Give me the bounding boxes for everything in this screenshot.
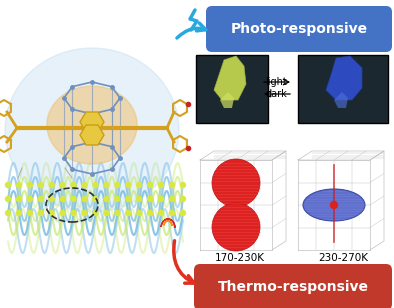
- Circle shape: [6, 210, 11, 216]
- Circle shape: [137, 183, 142, 188]
- Circle shape: [27, 183, 32, 188]
- Circle shape: [169, 210, 175, 216]
- Circle shape: [17, 197, 21, 201]
- Circle shape: [93, 210, 98, 216]
- FancyBboxPatch shape: [194, 264, 392, 308]
- Circle shape: [169, 197, 175, 201]
- Circle shape: [148, 183, 153, 188]
- Circle shape: [115, 197, 120, 201]
- Circle shape: [82, 197, 87, 201]
- Text: Thermo-responsive: Thermo-responsive: [217, 280, 368, 294]
- Polygon shape: [334, 92, 348, 108]
- Circle shape: [180, 210, 186, 216]
- Circle shape: [159, 210, 164, 216]
- Ellipse shape: [212, 203, 260, 251]
- Circle shape: [82, 210, 87, 216]
- Circle shape: [6, 183, 11, 188]
- Circle shape: [49, 210, 54, 216]
- Text: Photo-responsive: Photo-responsive: [230, 22, 368, 36]
- Circle shape: [49, 183, 54, 188]
- Circle shape: [148, 210, 153, 216]
- Circle shape: [126, 210, 131, 216]
- Circle shape: [60, 183, 65, 188]
- Circle shape: [49, 197, 54, 201]
- Circle shape: [93, 197, 98, 201]
- Polygon shape: [214, 56, 246, 100]
- Circle shape: [180, 183, 186, 188]
- Polygon shape: [80, 125, 104, 145]
- Ellipse shape: [303, 189, 365, 221]
- Circle shape: [115, 183, 120, 188]
- Circle shape: [71, 197, 76, 201]
- Circle shape: [169, 183, 175, 188]
- Circle shape: [331, 201, 338, 209]
- FancyBboxPatch shape: [196, 55, 268, 123]
- Ellipse shape: [5, 48, 179, 212]
- FancyBboxPatch shape: [206, 6, 392, 52]
- Text: dark: dark: [265, 89, 287, 99]
- Polygon shape: [161, 219, 175, 228]
- Polygon shape: [326, 56, 362, 100]
- Circle shape: [60, 210, 65, 216]
- Text: 170-230K: 170-230K: [215, 253, 265, 263]
- Ellipse shape: [212, 159, 260, 207]
- Text: 230-270K: 230-270K: [318, 253, 368, 263]
- Circle shape: [60, 197, 65, 201]
- Text: light: light: [265, 77, 287, 87]
- Circle shape: [115, 210, 120, 216]
- Circle shape: [6, 197, 11, 201]
- Circle shape: [104, 210, 109, 216]
- Circle shape: [126, 183, 131, 188]
- FancyBboxPatch shape: [298, 55, 388, 123]
- Polygon shape: [80, 112, 104, 132]
- Circle shape: [104, 197, 109, 201]
- Circle shape: [104, 183, 109, 188]
- Circle shape: [38, 197, 43, 201]
- Polygon shape: [220, 92, 234, 108]
- Circle shape: [17, 183, 21, 188]
- Circle shape: [71, 210, 76, 216]
- Circle shape: [159, 183, 164, 188]
- Circle shape: [93, 183, 98, 188]
- Circle shape: [27, 210, 32, 216]
- Circle shape: [71, 183, 76, 188]
- Circle shape: [38, 183, 43, 188]
- Circle shape: [126, 197, 131, 201]
- Circle shape: [137, 210, 142, 216]
- Circle shape: [148, 197, 153, 201]
- Circle shape: [159, 197, 164, 201]
- Circle shape: [17, 210, 21, 216]
- Circle shape: [27, 197, 32, 201]
- Circle shape: [137, 197, 142, 201]
- Circle shape: [180, 197, 186, 201]
- Circle shape: [38, 210, 43, 216]
- Circle shape: [82, 183, 87, 188]
- Polygon shape: [164, 221, 172, 226]
- Ellipse shape: [47, 86, 137, 164]
